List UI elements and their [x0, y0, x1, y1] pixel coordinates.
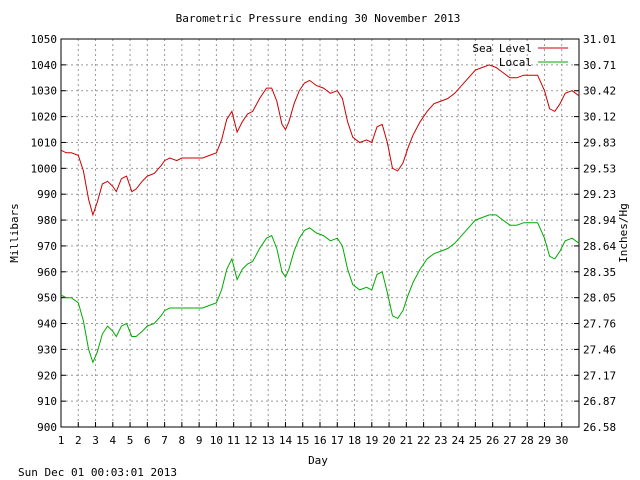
x-tick-label: 7: [161, 434, 168, 447]
x-tick-label: 10: [210, 434, 223, 447]
x-tick-label: 18: [348, 434, 361, 447]
x-tick-label: 5: [127, 434, 134, 447]
timestamp-footer: Sun Dec 01 00:03:01 2013: [18, 466, 177, 479]
y2-tick-label: 26.58: [583, 421, 616, 434]
y-tick-label: 970: [37, 240, 57, 253]
y-tick-label: 900: [37, 421, 57, 434]
y2-tick-label: 26.87: [583, 395, 616, 408]
x-tick-label: 21: [400, 434, 413, 447]
x-tick-label: 3: [92, 434, 99, 447]
y2-tick-label: 28.94: [583, 214, 616, 227]
y2-tick-label: 28.35: [583, 266, 616, 279]
y-tick-label: 960: [37, 266, 57, 279]
x-axis: 1 2 3 4 5 6 7 8 9 10 11 12 13 14 15 16 17 18 19 20 21 22 23 24 2…: [58, 422, 568, 447]
x-tick-label: 27: [503, 434, 516, 447]
y2-tick-label: 28.05: [583, 292, 616, 305]
x-tick-label: 16: [313, 434, 326, 447]
x-tick-label: 23: [434, 434, 447, 447]
x-tick-label: 15: [296, 434, 309, 447]
y2-tick-label: 27.76: [583, 318, 616, 331]
x-tick-label: 8: [179, 434, 186, 447]
x-axis-label: Day: [308, 454, 328, 467]
y2-tick-label: 29.53: [583, 162, 616, 175]
y2-tick-label: 27.46: [583, 343, 616, 356]
y-tick-label: 1000: [31, 162, 58, 175]
y-tick-label: 920: [37, 369, 57, 382]
legend: Sea Level Local: [472, 42, 568, 69]
x-tick-label: 2: [75, 434, 82, 447]
y2-tick-label: 30.42: [583, 85, 616, 98]
legend-label-sea-level: Sea Level: [472, 42, 532, 55]
y2-tick-label: 31.01: [583, 33, 616, 46]
legend-label-local: Local: [499, 56, 532, 69]
y-tick-label: 1010: [31, 136, 58, 149]
y-tick-label: 1030: [31, 85, 58, 98]
y-tick-label: 940: [37, 318, 57, 331]
x-tick-label: 9: [196, 434, 203, 447]
y-axis-label: Millibars: [8, 203, 21, 263]
x-tick-label: 19: [365, 434, 378, 447]
x-tick-label: 4: [109, 434, 116, 447]
y-tick-label: 980: [37, 214, 57, 227]
y-tick-label: 950: [37, 292, 57, 305]
y-tick-label: 1050: [31, 33, 58, 46]
series-line-sea-level: [60, 64, 580, 217]
x-tick-label: 29: [538, 434, 551, 447]
y2-axis-label: Inches/Hg: [617, 203, 630, 263]
plot-area: [60, 38, 580, 428]
y-tick-label: 990: [37, 188, 57, 201]
x-tick-label: 25: [469, 434, 482, 447]
y-tick-label: 1040: [31, 59, 58, 72]
x-tick-label: 11: [227, 434, 240, 447]
x-tick-label: 6: [144, 434, 151, 447]
x-tick-label: 17: [331, 434, 344, 447]
chart-title: Barometric Pressure ending 30 November 2…: [176, 12, 461, 25]
y2-tick-label: 29.23: [583, 188, 616, 201]
y2-tick-label: 27.17: [583, 369, 616, 382]
y-axis-left: 900 910 920 930 940 950 960 970 980 990 1000 1010 10…: [31, 33, 66, 434]
y-tick-label: 1020: [31, 111, 58, 124]
x-tick-label: 24: [452, 434, 466, 447]
x-tick-label: 20: [382, 434, 395, 447]
x-tick-label: 12: [244, 434, 257, 447]
y2-tick-label: 30.71: [583, 59, 616, 72]
y2-tick-label: 28.64: [583, 240, 616, 253]
x-tick-label: 28: [521, 434, 534, 447]
x-tick-label: 22: [417, 434, 430, 447]
series-line-local: [60, 214, 580, 364]
y-axis-right: 26.58 26.87 27.17 27.46 27.76 28.05 28.35 28.64…: [574, 33, 616, 434]
x-tick-label: 26: [486, 434, 499, 447]
x-tick-label: 13: [262, 434, 275, 447]
grid-lines: [61, 39, 579, 427]
x-tick-label: 30: [555, 434, 568, 447]
y-tick-label: 930: [37, 343, 57, 356]
x-tick-label: 1: [58, 434, 65, 447]
series-lines: [60, 64, 580, 364]
x-tick-label: 14: [279, 434, 293, 447]
y2-tick-label: 30.12: [583, 111, 616, 124]
y-tick-label: 910: [37, 395, 57, 408]
y2-tick-label: 29.83: [583, 136, 616, 149]
